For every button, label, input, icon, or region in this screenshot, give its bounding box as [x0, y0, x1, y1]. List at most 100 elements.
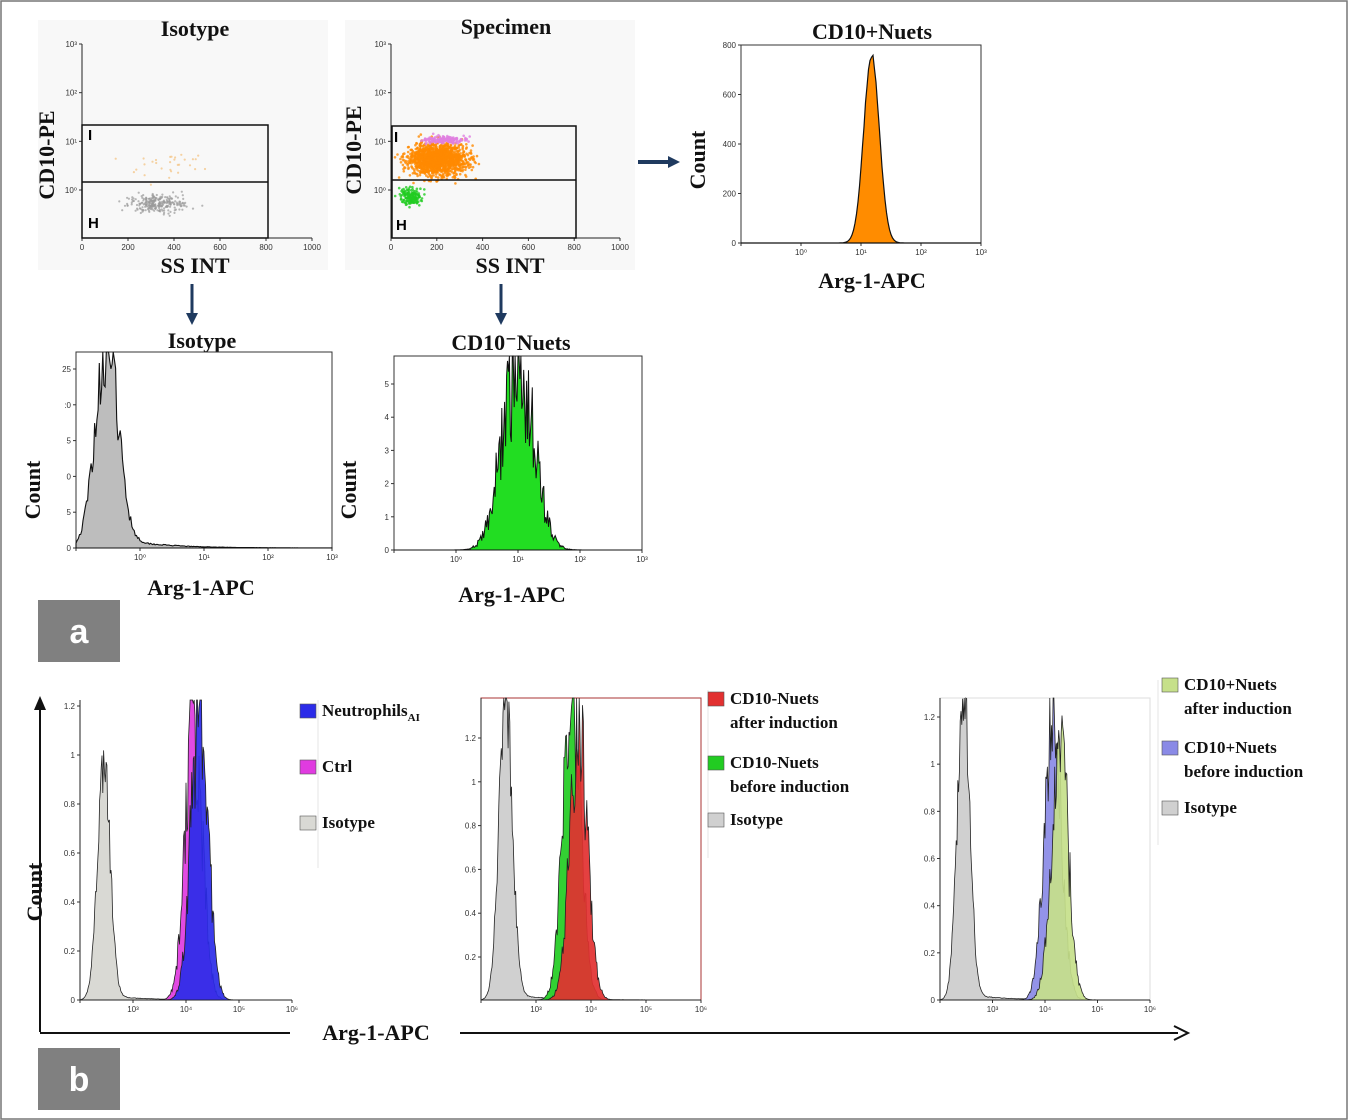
- scatter-point: [423, 146, 427, 150]
- scatter-point: [470, 155, 474, 159]
- scatter-point: [121, 209, 124, 212]
- scatter-point: [150, 204, 153, 208]
- overlay-histogram-1: 0 0.2 0.4 0.6 0.8 1 1.2 10³ 10⁴ 10⁵ 10⁶ Neutrophi…: [64, 699, 420, 1014]
- scatter-point: [147, 207, 150, 210]
- y-tick-label: 400: [723, 140, 737, 149]
- scatter-point: [407, 166, 410, 169]
- scatter-point: [136, 208, 139, 211]
- scatter-point: [448, 173, 452, 176]
- scatter-point: [450, 149, 454, 153]
- y-tick-label: 1: [385, 513, 390, 522]
- scatter-point: [447, 167, 451, 170]
- scatter-point: [155, 197, 158, 200]
- y-tick-label: 0.4: [924, 902, 936, 911]
- scatter-point: [461, 151, 465, 154]
- scatter-point: [449, 161, 453, 165]
- scatter-point: [431, 147, 435, 150]
- scatter-point: [453, 167, 456, 171]
- x-tick-label: 0: [389, 243, 394, 252]
- scatter-point: [404, 159, 408, 163]
- scatter-point: [423, 193, 426, 196]
- cd10-negative-histogram: CD10⁻Nuets 0 1 2 3 4 5 10⁰ 10¹ 10² 10³ Arg-1-APC…: [336, 330, 648, 607]
- scatter-point: [426, 151, 429, 155]
- x-tick-label: 10⁴: [180, 1005, 193, 1014]
- y-tick-label: 0.8: [465, 822, 477, 831]
- scatter-point: [155, 193, 158, 197]
- scatter-point: [181, 208, 184, 211]
- y-tick-label: 0: [67, 544, 72, 553]
- scatter-point: [467, 140, 470, 143]
- scatter-point: [393, 194, 397, 198]
- scatter-point: [180, 190, 183, 193]
- plot-background: [38, 20, 328, 270]
- histogram-series: [80, 699, 292, 1001]
- scatter-point: [460, 155, 463, 158]
- scatter-point: [429, 136, 433, 140]
- scatter-point: [408, 161, 411, 165]
- scatter-point: [170, 197, 173, 200]
- scatter-point: [454, 182, 457, 185]
- x-tick-label: 10⁶: [1144, 1005, 1156, 1014]
- scatter-point: [403, 201, 407, 205]
- scatter-point: [139, 207, 142, 210]
- scatter-point: [142, 157, 145, 160]
- y-tick-label: 1.2: [465, 734, 477, 743]
- histogram-area: [75, 351, 333, 549]
- y-tick-label: 1: [931, 760, 936, 769]
- scatter-point: [458, 148, 462, 152]
- legend-swatch: [707, 755, 725, 771]
- scatter-point: [153, 203, 157, 206]
- plot-title: Isotype: [168, 328, 237, 353]
- legend-label-line2: after induction: [1184, 699, 1292, 718]
- x-tick-label: 600: [213, 243, 227, 252]
- scatter-point: [427, 169, 430, 173]
- scatter-point: [452, 141, 456, 144]
- scatter-point: [419, 171, 423, 174]
- y-tick-label: 0.6: [924, 855, 936, 864]
- scatter-point: [168, 195, 171, 198]
- y-tick-label: 0: [931, 996, 936, 1005]
- scatter-point: [418, 204, 421, 207]
- scatter-point: [409, 152, 412, 156]
- scatter-point: [399, 195, 403, 198]
- scatter-point: [164, 196, 167, 199]
- scatter-point: [438, 151, 441, 154]
- scatter-point: [401, 200, 405, 204]
- scatter-point: [173, 209, 176, 212]
- scatter-point: [148, 200, 151, 203]
- scatter-point: [421, 144, 424, 148]
- scatter-point: [134, 198, 137, 201]
- scatter-point: [434, 175, 438, 179]
- scatter-point: [468, 163, 471, 166]
- x-tick-label: 10¹: [512, 555, 524, 564]
- y-tick-label: 0.2: [924, 949, 936, 958]
- scatter-point: [454, 152, 458, 156]
- scatter-point: [428, 166, 432, 169]
- scatter-point: [408, 205, 411, 209]
- scatter-point: [464, 175, 468, 178]
- scatter-point: [438, 166, 442, 170]
- legend-label-line2: before induction: [730, 777, 850, 796]
- scatter-point: [461, 162, 464, 166]
- scatter-point: [465, 152, 468, 156]
- scatter-point: [464, 136, 467, 140]
- scatter-point: [433, 139, 436, 142]
- scatter-point: [174, 200, 177, 203]
- legend-swatch: [707, 691, 725, 707]
- scatter-point: [423, 165, 426, 169]
- scatter-point: [393, 156, 397, 159]
- scatter-point: [409, 148, 413, 152]
- scatter-point: [402, 170, 406, 173]
- scatter-point: [154, 158, 158, 162]
- y-axis-label: Count: [336, 460, 361, 519]
- scatter-point: [201, 204, 204, 207]
- y-tick-label: 3: [385, 446, 390, 455]
- scatter-point: [440, 177, 444, 180]
- scatter-point: [470, 168, 474, 172]
- scatter-point: [118, 200, 121, 203]
- scatter-point: [168, 214, 171, 217]
- scatter-point: [415, 165, 418, 168]
- scatter-point: [431, 132, 435, 136]
- scatter-point: [149, 183, 152, 186]
